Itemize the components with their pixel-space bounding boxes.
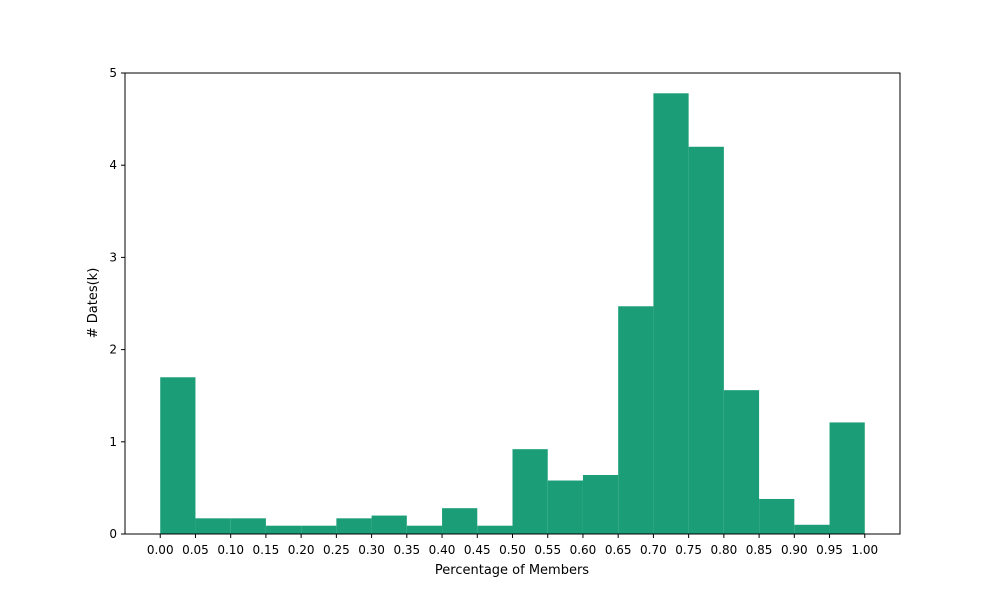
histogram-bar	[230, 518, 266, 534]
x-tick-label: 0.60	[570, 543, 597, 557]
x-tick-label: 0.15	[253, 543, 280, 557]
histogram-bar	[759, 498, 795, 534]
x-tick-label: 1.00	[851, 543, 878, 557]
histogram-bar	[723, 390, 760, 534]
x-tick-label: 0.65	[605, 543, 632, 557]
x-tick-label: 0.80	[711, 543, 738, 557]
y-axis-ticks: 0 1 2 3 4 5	[109, 66, 125, 541]
x-tick-label: 0.30	[358, 543, 385, 557]
x-tick-label: 0.40	[429, 543, 456, 557]
y-tick-label: 2	[109, 343, 117, 357]
x-tick-label: 0.90	[781, 543, 808, 557]
x-tick-label: 0.35	[393, 543, 420, 557]
histogram-bar	[336, 518, 372, 534]
y-tick-label: 1	[109, 435, 117, 449]
histogram-bar	[371, 515, 407, 534]
histogram-bar	[301, 525, 337, 534]
histogram-bar	[160, 377, 196, 534]
x-tick-label: 0.45	[464, 543, 491, 557]
histogram-bar	[442, 508, 478, 534]
y-tick-label: 0	[109, 527, 117, 541]
x-tick-label: 0.10	[217, 543, 244, 557]
histogram-bar	[582, 474, 619, 534]
x-tick-label: 0.20	[288, 543, 315, 557]
histogram-bar	[195, 518, 231, 534]
y-tick-label: 4	[109, 158, 117, 172]
histogram-bar	[512, 449, 548, 534]
x-tick-label: 0.00	[147, 543, 174, 557]
histogram-bar	[265, 525, 302, 534]
x-tick-label: 0.05	[182, 543, 209, 557]
histogram-bar	[477, 525, 513, 534]
x-tick-label: 0.50	[499, 543, 526, 557]
bars-group	[160, 93, 865, 534]
histogram-bar	[688, 146, 724, 534]
y-axis-label: # Dates(k)	[86, 268, 101, 339]
histogram-bar	[618, 306, 654, 534]
y-tick-label: 5	[109, 66, 117, 80]
histogram-bar	[794, 524, 830, 534]
x-tick-label: 0.75	[675, 543, 702, 557]
histogram-bar	[547, 480, 583, 534]
x-tick-label: 0.85	[746, 543, 773, 557]
y-tick-label: 3	[109, 250, 117, 264]
x-axis-label: Percentage of Members	[435, 563, 589, 578]
x-tick-label: 0.25	[323, 543, 350, 557]
histogram-bar	[829, 422, 865, 534]
histogram-bar	[653, 93, 689, 534]
x-tick-label: 0.95	[816, 543, 843, 557]
histogram-bar	[406, 525, 443, 534]
x-tick-label: 0.55	[534, 543, 561, 557]
x-axis-ticks: 0.00 0.05 0.10 0.15 0.20 0.25 0.30 0.35 0.40 0.45…	[147, 534, 878, 557]
x-tick-label: 0.70	[640, 543, 667, 557]
